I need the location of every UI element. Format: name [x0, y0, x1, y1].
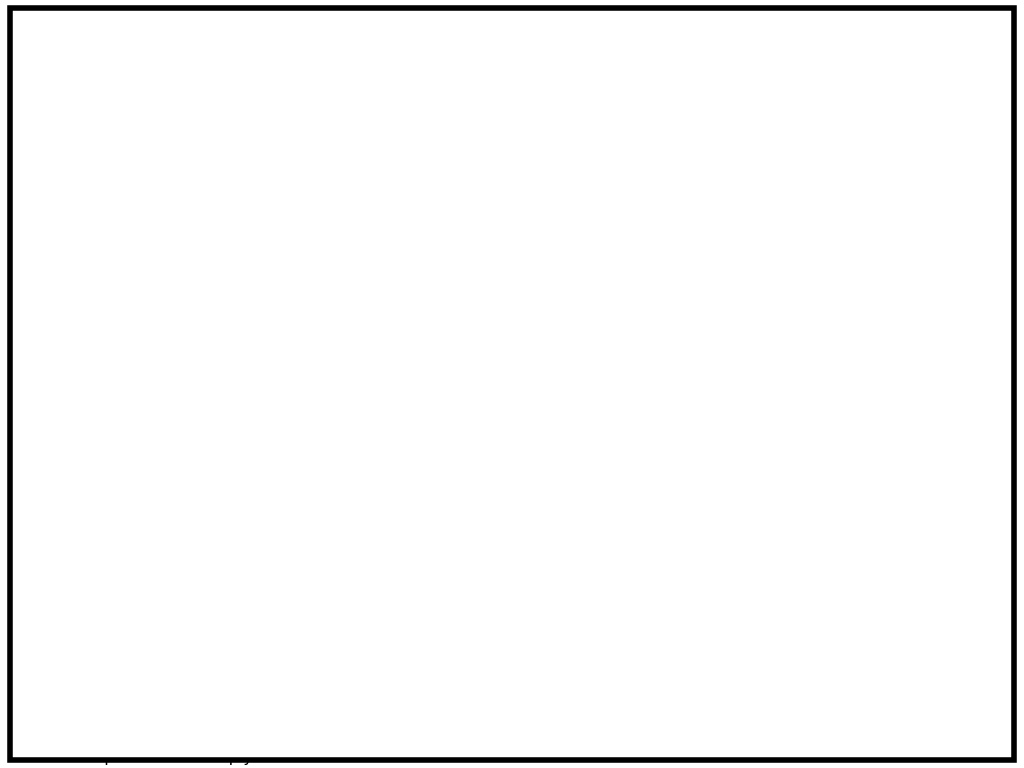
- Text: trivial: trivial: [220, 522, 260, 536]
- Text: Type-II error: the true effect is beneficial, but you decide: Type-II error: the true effect is benefi…: [51, 60, 636, 78]
- Text: very unlikely: very unlikely: [412, 706, 515, 721]
- Text: “Couldn’t be harmful”: <0.5% chance (: “Couldn’t be harmful”: <0.5% chance (: [51, 617, 367, 632]
- Text: possibly: possibly: [355, 572, 421, 588]
- Text: Could be beneficial or harmful:
unclear, don't use it, get more data!: Could be beneficial or harmful: unclear,…: [604, 489, 846, 520]
- Text: Yes: Type II: Yes: Type II: [913, 371, 1001, 385]
- Text: ): ): [421, 572, 427, 588]
- Text: Couldn't be beneficial,
could be harmful: don't use it!: Couldn't be beneficial, could be harmful…: [604, 362, 807, 393]
- Bar: [191, 100, 289, 472]
- Text: smallest important
beneficial value: smallest important beneficial value: [293, 35, 430, 98]
- Text: ): ): [439, 661, 445, 677]
- Text: ): ): [474, 617, 480, 632]
- Text: Could be beneficial,
couldn't be harmful: use it!: Could be beneficial, couldn't be harmful…: [604, 104, 785, 134]
- Text: ; 5-25%,: ; 5-25%,: [515, 706, 587, 721]
- Text: substantial benefit: substantial benefit: [253, 522, 383, 536]
- Text: No: No: [980, 112, 1001, 126]
- Text: Clinical MBI: Clinical MBI: [604, 69, 703, 84]
- Text: smallest important
harmful value: smallest important harmful value: [26, 35, 186, 98]
- Text: to use it: to use it: [670, 60, 760, 78]
- Text: Value of effect statistic: Value of effect statistic: [112, 551, 271, 565]
- Text: “Couldn’t be beneficial”: <25% chance (: “Couldn’t be beneficial”: <25% chance (: [51, 661, 377, 677]
- Text: substantial harm: substantial harm: [57, 522, 175, 536]
- Text: No: No: [980, 498, 1001, 511]
- Text: not: not: [636, 60, 670, 78]
- Text: unlikely: unlikely: [377, 661, 439, 677]
- Text: These probabilities imply a 50% confidence interval on the benefit side
and a 99: These probabilities imply a 50% confiden…: [51, 750, 774, 768]
- Text: Couldn't be beneficial
couldn't be harmful: don't use it!: Couldn't be beneficial couldn't be harmf…: [604, 236, 823, 266]
- Text: most unlikely: most unlikely: [367, 617, 474, 632]
- Text: Clinical magnitude-based inference:: Clinical magnitude-based inference:: [51, 35, 449, 54]
- Bar: [41, 100, 191, 472]
- Bar: [289, 100, 579, 472]
- Text: MBI error: MBI error: [921, 69, 1001, 84]
- Text: unlikely: unlikely: [587, 706, 649, 721]
- Text: ; etc.): ; etc.): [649, 706, 696, 721]
- Text: “Could be harmful”: >0.5% chance (0.5-5%,: “Could be harmful”: >0.5% chance (0.5-5%…: [51, 706, 412, 721]
- Text: “Could be beneficial”: >25% chance (: “Could be beneficial”: >25% chance (: [51, 572, 355, 588]
- Text: Yes: Type II: Yes: Type II: [913, 244, 1001, 258]
